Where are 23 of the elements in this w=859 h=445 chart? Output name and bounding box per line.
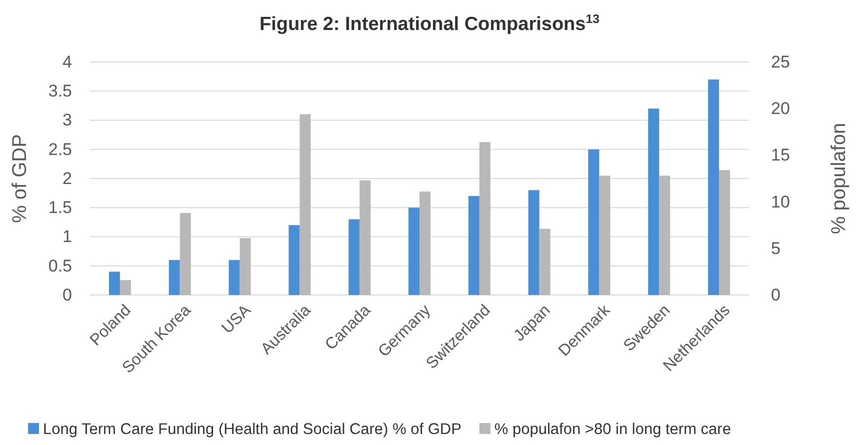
x-tick-label: USA: [218, 302, 254, 338]
legend-label: Long Term Care Funding (Health and Social Care) % of GDP: [43, 421, 462, 438]
bar: [300, 114, 311, 295]
y-tick-label: 2: [62, 168, 72, 188]
y2-tick-label: 10: [771, 192, 790, 212]
y-tick-label: 0: [62, 285, 72, 304]
legend-label: % populafon >80 in long term care: [494, 421, 731, 438]
y2-tick-label: 0: [771, 285, 780, 304]
y2-tick-label: 25: [771, 52, 790, 72]
y-tick-label: 3.5: [48, 82, 72, 101]
y-tick-label: 0.5: [48, 256, 72, 276]
y-tick-label: 1: [62, 227, 72, 246]
y2-tick-label: 20: [771, 99, 790, 118]
y-tick-label: 1.5: [48, 198, 72, 218]
y2-axis-title: % populafon: [828, 122, 850, 234]
y-tick-label: 3: [62, 110, 72, 130]
y2-tick-label: 5: [771, 238, 780, 258]
y-axis-title: % of GDP: [9, 134, 31, 223]
y-tick-label: 2.5: [48, 140, 72, 159]
bar: [180, 212, 191, 295]
y2-tick-label: 15: [771, 146, 790, 165]
chart-title: Figure 2: International Comparisons$^{13}$: [260, 12, 600, 35]
y-tick-label: 4: [62, 52, 72, 72]
